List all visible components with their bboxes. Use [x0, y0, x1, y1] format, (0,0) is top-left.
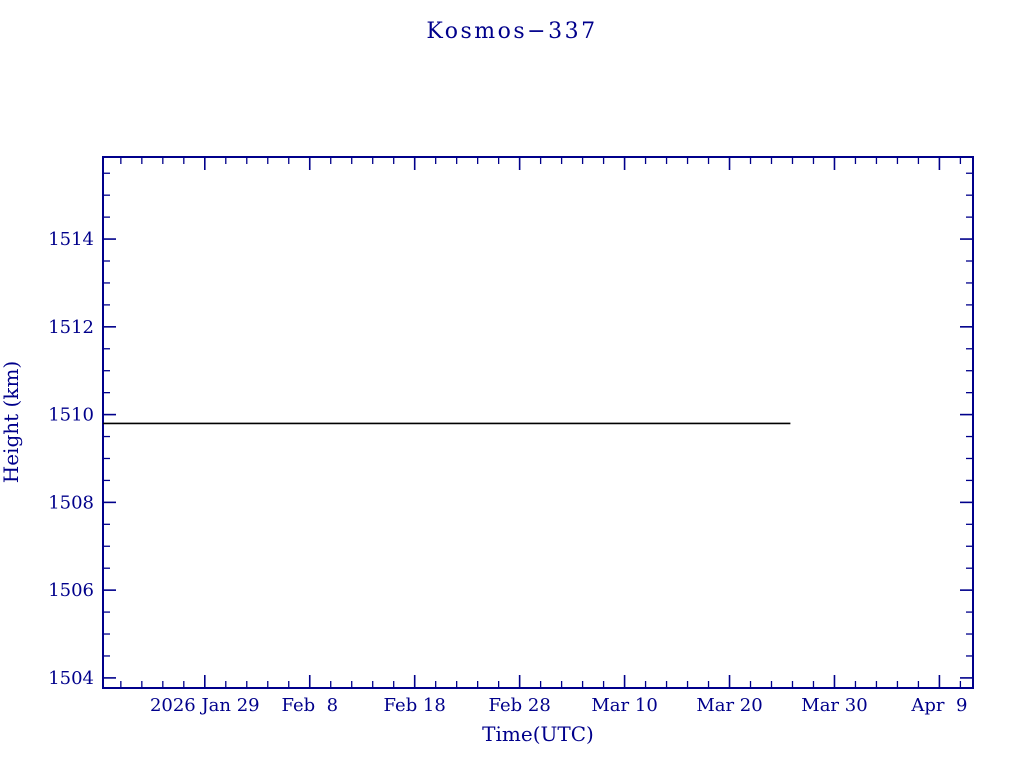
x-tick-label: 2026 Jan 29	[150, 695, 260, 716]
x-tick-label: Feb 18	[384, 695, 446, 716]
y-tick-label: 1508	[48, 492, 94, 513]
chart-title: Kosmos−337	[426, 19, 597, 44]
x-tick-label: Feb 8	[281, 695, 338, 716]
x-tick-label: Apr 9	[910, 695, 967, 716]
y-axis-title: Height (km)	[0, 361, 23, 483]
plot-frame	[102, 156, 974, 689]
y-tick-label: 1506	[48, 580, 94, 601]
y-tick-label: 1510	[48, 405, 94, 426]
y-tick-label: 1504	[48, 668, 94, 689]
x-tick-label: Mar 30	[801, 695, 867, 716]
x-tick-label: Mar 20	[696, 695, 762, 716]
y-tick-label: 1514	[48, 229, 94, 250]
plot-area: 2026 Jan 29 Feb 8 Feb 18 Feb 28 Mar 10 Mar 20…	[48, 156, 974, 716]
y-tick-label: 1512	[48, 317, 94, 338]
x-tick-label: Feb 28	[488, 695, 550, 716]
x-tick-label: Mar 10	[591, 695, 657, 716]
x-axis-title: Time(UTC)	[482, 722, 594, 746]
